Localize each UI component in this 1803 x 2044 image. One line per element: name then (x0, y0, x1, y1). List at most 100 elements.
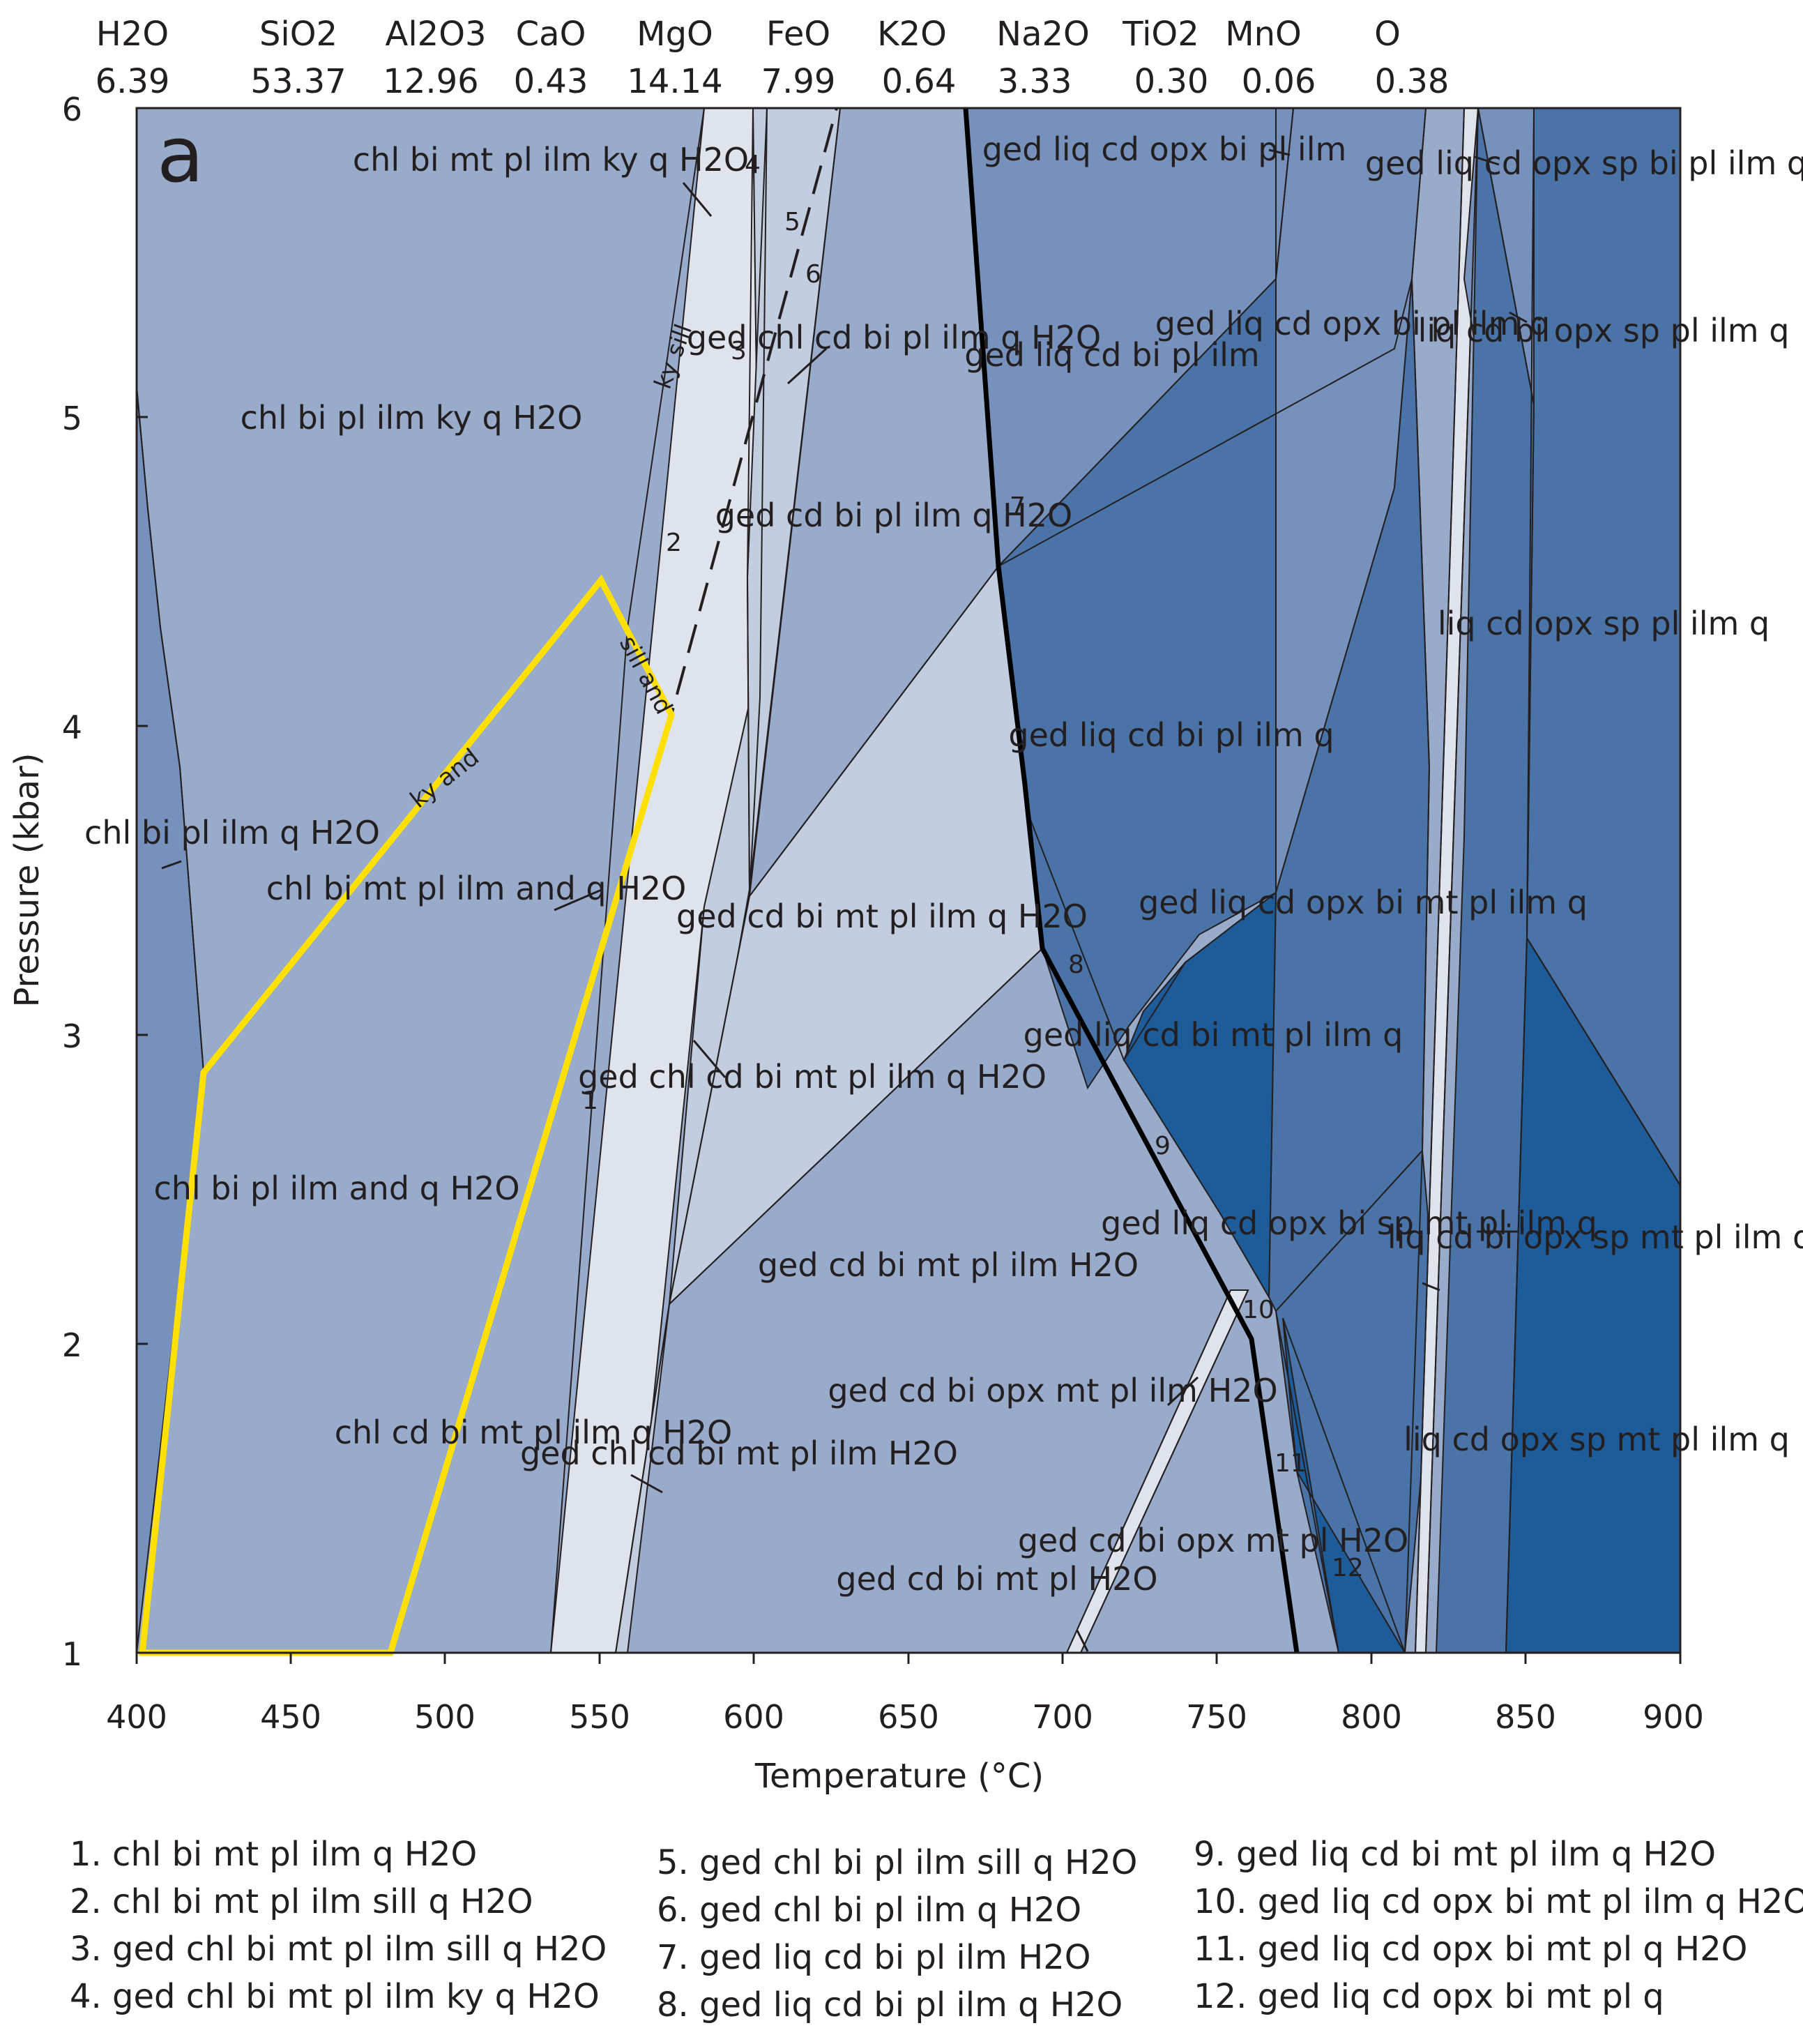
x-tick-label: 850 (1495, 1698, 1556, 1736)
oxide-name: Al2O3 (385, 15, 486, 54)
field-label: ged chl cd bi pl ilm q H2O (687, 319, 1101, 356)
field-label-line: liq cd bi opx sp pl ilm q (1418, 312, 1790, 349)
leader-line (1076, 1630, 1089, 1652)
field-label: ged liq cd opx bi pl ilm q (1155, 305, 1550, 342)
oxide-value: 53.37 (250, 62, 346, 101)
y-tick-label: 3 (62, 1017, 82, 1055)
oxide-name: FeO (766, 15, 830, 54)
legend-item: 9. ged liq cd bi mt pl ilm q H2O (1194, 1835, 1717, 1874)
field-label-line: chl bi mt pl ilm ky q H2O (353, 141, 749, 179)
oxide-name: MgO (637, 15, 713, 54)
field-label: chl bi pl ilm ky q H2O (241, 399, 583, 437)
solidus-line (963, 107, 1300, 1653)
phase-fields (137, 108, 1680, 1653)
oxide-name: CaO (516, 15, 586, 54)
legend-item: 1. chl bi mt pl ilm q H2O (70, 1835, 478, 1874)
field-label-line: ged cd bi pl ilm q H2O (715, 497, 1073, 534)
leader-line (682, 182, 713, 217)
oxide-value: 0.30 (1134, 62, 1209, 101)
field-label-line: ged chl cd bi pl ilm q H2O (687, 319, 1101, 356)
boundary-line (1477, 108, 1535, 405)
leader-line (1422, 1282, 1440, 1292)
y-tick-label: 5 (62, 400, 82, 437)
boundary-line (1066, 1289, 1231, 1653)
small-field-numbers: 1 2 3 4 5 6 7 8 9 10 11 12 (582, 151, 1364, 1582)
field-label-line: ged chl cd bi mt pl ilm q H2O (578, 1058, 1047, 1096)
field-label-line: ged cd bi mt pl ilm q H2O (676, 898, 1088, 935)
field-label: liq cd bi opx sp mt pl ilm q (1387, 1218, 1803, 1256)
oxide-value: 0.64 (882, 62, 957, 101)
field-labels: chl bi pl ilm ky q H2O chl bi mt pl ilm … (84, 130, 1803, 1598)
oxide-value: 7.99 (761, 62, 836, 101)
boundary-line (746, 108, 754, 897)
legend-item: 7. ged liq cd bi pl ilm H2O (657, 1938, 1091, 1977)
boundary-line (1275, 1310, 1339, 1653)
oxide-name: O (1374, 15, 1401, 54)
oxide-value: 6.39 (96, 62, 170, 101)
field-label: ged liq cd bi pl ilm (964, 336, 1259, 374)
field-number: 1 (582, 1087, 598, 1115)
field-label-line: ged cd bi opx mt pl ilm H2O (828, 1372, 1277, 1409)
field-number: 10 (1242, 1296, 1275, 1324)
oxide-value: 0.06 (1242, 62, 1316, 101)
oxide-value: 14.14 (627, 62, 722, 101)
field-label: ged liq cd bi pl ilm q (1008, 716, 1334, 754)
boundary-line (1425, 108, 1479, 1653)
leader-line (692, 1040, 726, 1078)
y-tick-label: 6 (62, 91, 82, 128)
field-label-line: chl bi mt pl ilm and q H2O (266, 870, 687, 907)
field-label: chl bi pl ilm q H2O (84, 814, 380, 851)
oxide-name: MnO (1225, 15, 1302, 54)
oxide-name: SiO2 (259, 15, 337, 54)
y-axis-title: Pressure (kbar) (8, 752, 47, 1007)
field-label: liq cd opx sp mt pl ilm q (1403, 1421, 1790, 1458)
leader-line (1474, 156, 1500, 166)
legend-item: 5. ged chl bi pl ilm sill q H2O (657, 1843, 1138, 1882)
field-label: ged liq cd opx bi pl ilm (982, 130, 1347, 168)
leader-lines (161, 149, 1528, 1652)
field-label-line: ged liq cd opx sp bi pl ilm q (1365, 144, 1803, 182)
x-tick-label: 750 (1186, 1698, 1247, 1736)
oxide-value: 3.33 (998, 62, 1072, 101)
field-label: chl cd bi mt pl ilm q H2O (335, 1414, 733, 1451)
boundary-line (1080, 1289, 1249, 1653)
field-number: 9 (1155, 1132, 1171, 1160)
legend-item: 8. ged liq cd bi pl ilm q H2O (657, 1985, 1123, 2024)
field-label: ged cd bi mt pl ilm q H2O (676, 898, 1088, 935)
field-number: 8 (1068, 951, 1084, 979)
field-label: chl bi mt pl ilm ky q H2O (353, 141, 749, 179)
field-label: ged chl cd bi mt pl ilm H2O (520, 1434, 958, 1472)
leader-line (630, 1474, 663, 1494)
oxide-value: 12.96 (383, 62, 478, 101)
field-label-line: ged cd bi opx mt pl H2O (1018, 1522, 1408, 1559)
field-label-line: ged cd bi mt pl ilm H2O (758, 1246, 1139, 1284)
field-number: 5 (784, 208, 800, 236)
boundary-line (137, 386, 204, 1073)
boundary-line (669, 948, 1043, 1305)
field-label-line: ged liq cd bi pl ilm (964, 336, 1259, 374)
field-label-line: ged liq cd opx bi pl ilm q (1155, 305, 1550, 342)
field-label: liq cd bi opx sp pl ilm q (1418, 312, 1790, 349)
legend-item: 6. ged chl bi pl ilm q H2O (657, 1891, 1082, 1930)
legend: 1. chl bi mt pl ilm q H2O 2. chl bi mt p… (70, 1831, 1803, 2033)
legend-column: 1. chl bi mt pl ilm q H2O 2. chl bi mt p… (70, 1831, 607, 2020)
field-label: ged chl cd bi mt pl ilm q H2O (578, 1058, 1047, 1096)
boundary-line (749, 108, 841, 897)
field-label-line: ged liq cd opx bi pl ilm (982, 130, 1347, 168)
boundary-line (1026, 808, 1277, 1062)
x-tick-label: 650 (878, 1698, 939, 1736)
field-label: ged cd bi pl ilm q H2O (715, 497, 1073, 534)
x-tick-label: 900 (1643, 1698, 1704, 1736)
oxide-name: Na2O (996, 15, 1090, 54)
field-label: ged liq cd opx sp bi pl ilm q (1365, 144, 1803, 182)
x-tick-label: 800 (1341, 1698, 1402, 1736)
legend-column: 5. ged chl bi pl ilm sill q H2O 6. ged c… (657, 1839, 1137, 2029)
field-label: liq cd opx sp pl ilm q (1438, 605, 1770, 642)
y-tick-labels: 1 2 3 4 5 6 (62, 91, 82, 1673)
boundary-line (1415, 108, 1465, 1653)
legend-item: 2. chl bi mt pl ilm sill q H2O (70, 1882, 533, 1921)
field-number: 3 (731, 337, 747, 365)
field-label-line: chl bi pl ilm ky q H2O (241, 399, 583, 437)
oxide-value: 0.43 (514, 62, 588, 101)
